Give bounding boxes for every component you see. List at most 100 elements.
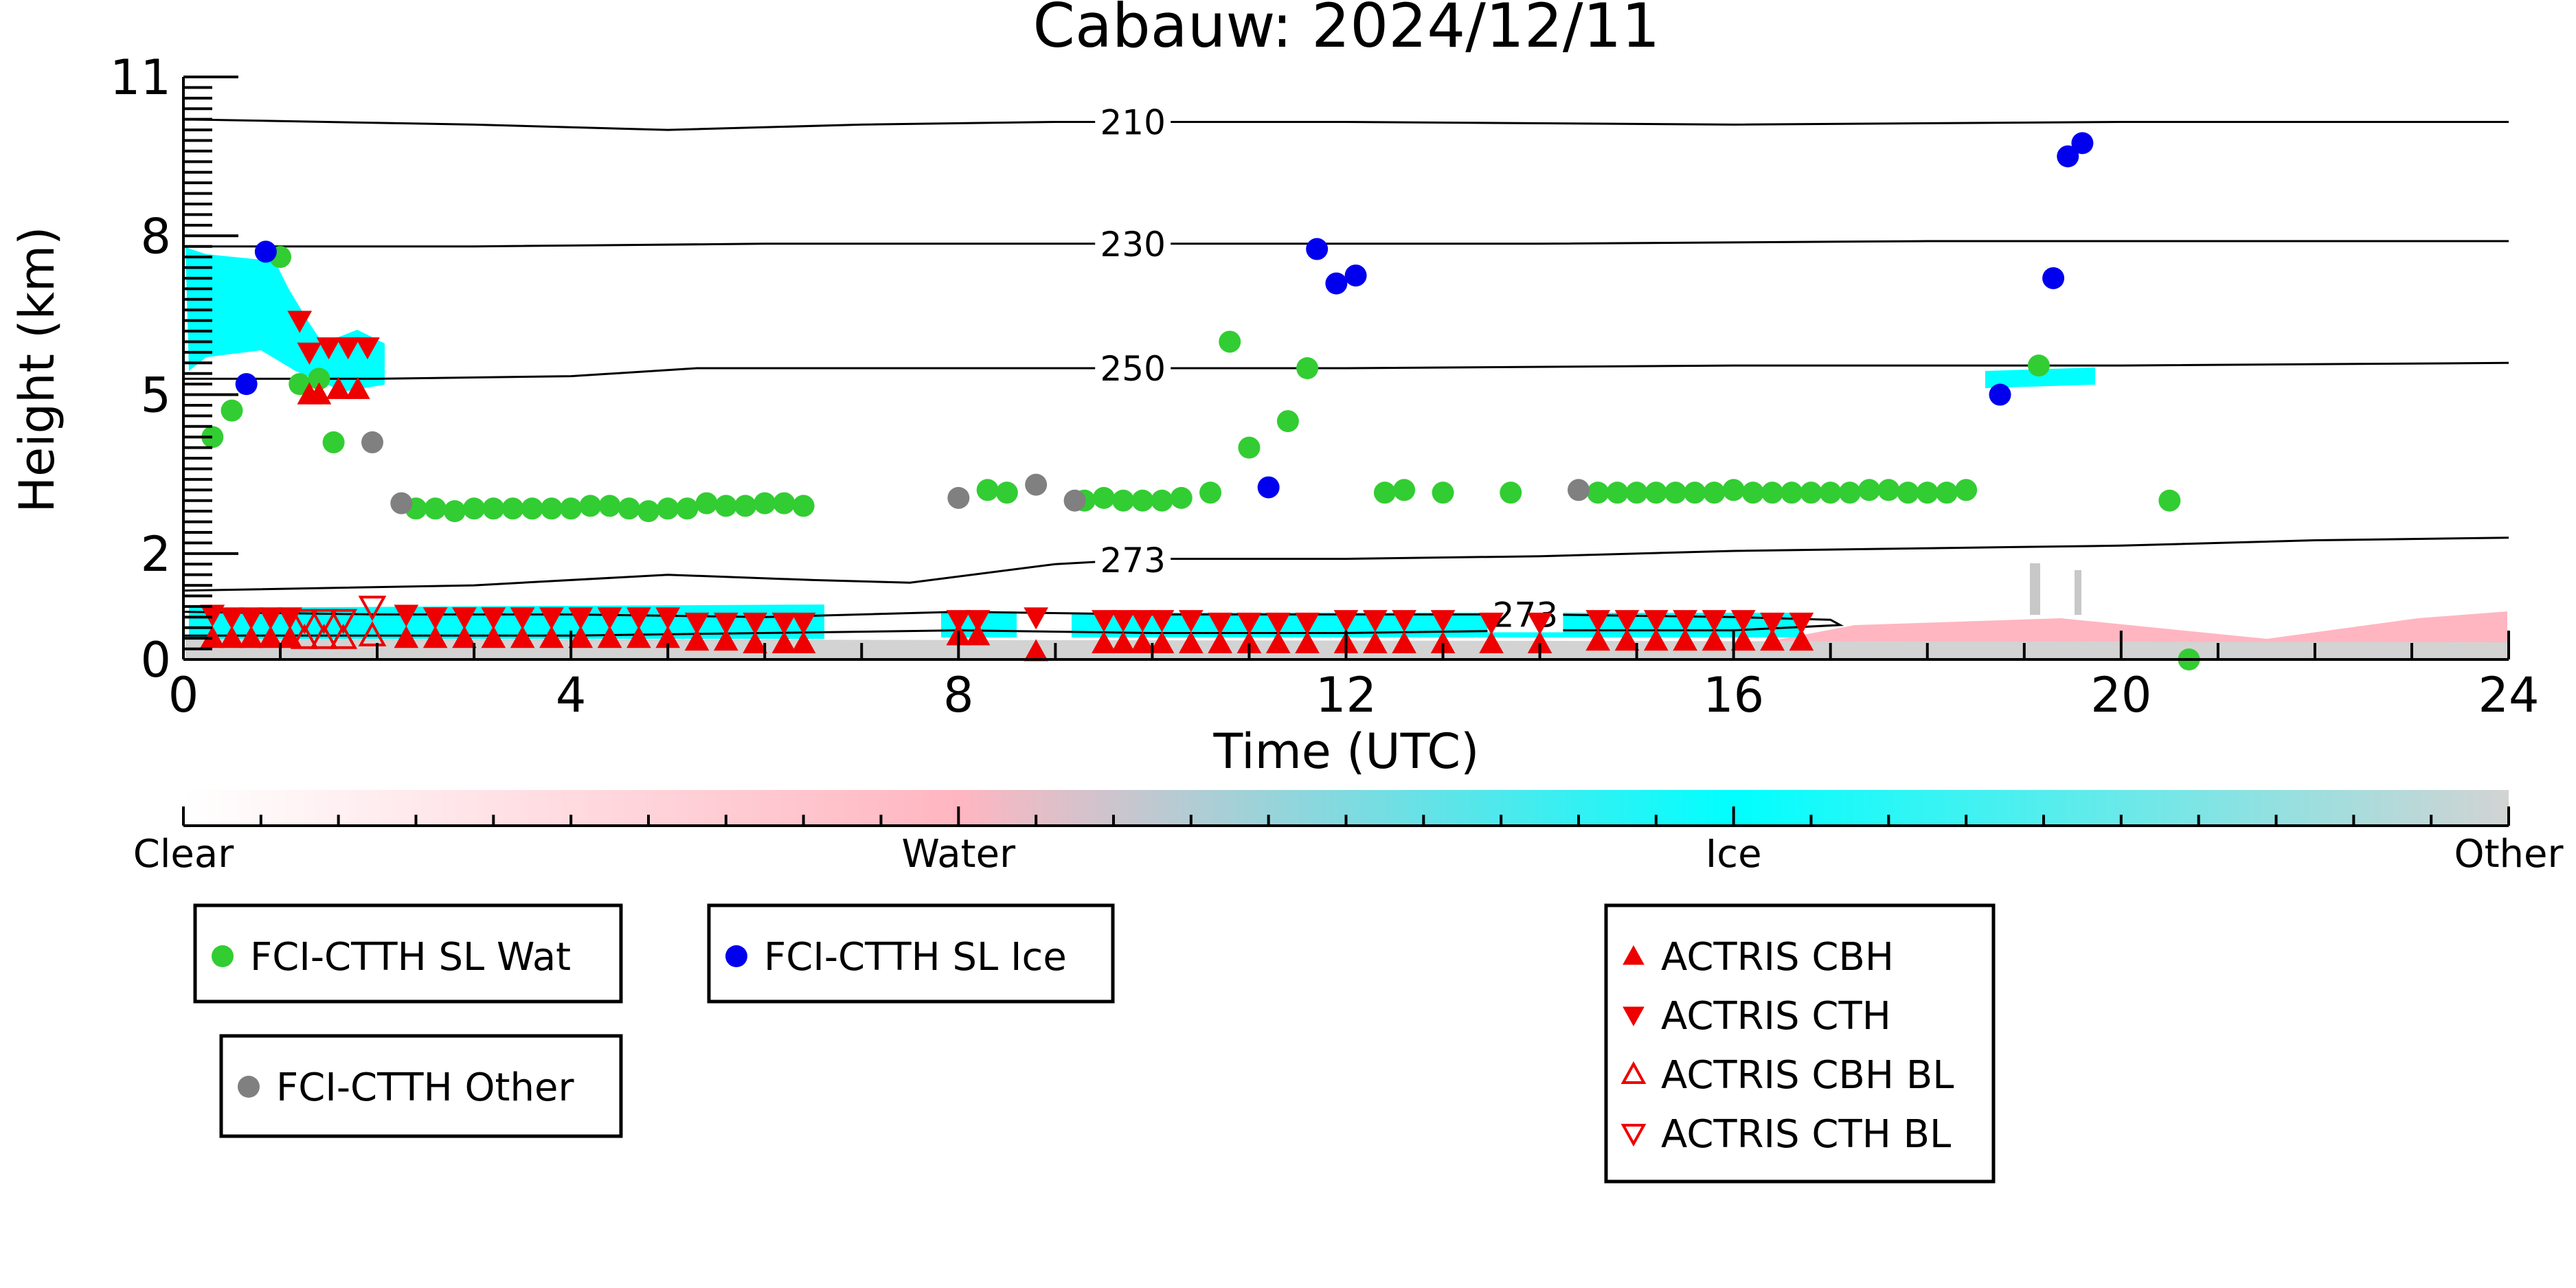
actris-cbh-point xyxy=(219,626,245,648)
actris-cth-point xyxy=(1430,610,1456,633)
x-tick-label: 12 xyxy=(1315,667,1377,723)
contour-label-bg xyxy=(1095,350,1171,386)
y-axis-ticks: 0 2 5 8 11 xyxy=(110,49,238,688)
actris-cth-point xyxy=(713,612,738,635)
actris-cth-point xyxy=(287,310,313,333)
fci-ctth-sl-wat-point xyxy=(598,495,621,517)
actris-cbh-point xyxy=(1585,628,1611,651)
fci-ctth-sl-ice-point xyxy=(1257,476,1280,499)
fci-ctth-sl-wat-point xyxy=(1432,482,1454,504)
actris-cth-bl-point xyxy=(290,609,319,635)
actris-cbh-point xyxy=(1111,631,1136,653)
fci-ctth-sl-wat-point xyxy=(201,426,224,449)
fci-ctth-sl-ice-point xyxy=(254,240,277,263)
x-tick-label: 0 xyxy=(168,667,199,723)
actris-cbh-point xyxy=(452,626,477,648)
actris-cbh-bl-point xyxy=(310,624,338,649)
actris-cbh-point xyxy=(1643,628,1669,651)
legend-marker xyxy=(725,945,747,967)
actris-cbh-point xyxy=(1730,628,1756,651)
actris-cth-point xyxy=(1236,612,1262,635)
fci-ctth-sl-wat-point xyxy=(1151,489,1173,512)
legend-marker xyxy=(212,945,234,967)
fci-ctth-sl-wat-point xyxy=(1131,489,1154,512)
actris-cth-point xyxy=(335,337,361,360)
fci-ctth-sl-wat-point xyxy=(579,495,602,517)
contour-label: 230 xyxy=(1100,225,1165,264)
fci-ctth-sl-wat-point xyxy=(1219,330,1241,353)
x-tick-label: 16 xyxy=(1703,667,1764,723)
fci-ctth-sl-wat-point xyxy=(1500,482,1522,504)
actris-cth-point xyxy=(1479,612,1504,635)
actris-cbh-point xyxy=(1265,631,1291,653)
colorbar-label: Ice xyxy=(1706,832,1762,877)
legend-marker xyxy=(1620,1124,1647,1147)
fci-ctth-sl-wat-point xyxy=(1761,482,1784,504)
legend-label: ACTRIS CBH BL xyxy=(1661,1053,1954,1098)
actris-cth-point xyxy=(355,337,380,360)
legend-frame xyxy=(1604,903,1996,1184)
actris-cth-point xyxy=(1208,612,1232,635)
actris-cth-point xyxy=(1362,610,1388,633)
fci-ctth-sl-wat-point xyxy=(1916,482,1939,504)
colorbar-label: Water xyxy=(902,832,1017,877)
fci-ctth-sl-wat-point xyxy=(443,500,466,523)
fci-ctth-sl-wat-point xyxy=(1587,482,1609,504)
actris-cth-point xyxy=(1527,612,1552,635)
actris-cbh-point xyxy=(713,628,738,651)
actris-cth-point xyxy=(1702,610,1727,633)
actris-cth-point xyxy=(200,605,225,627)
actris-cth-point xyxy=(743,612,767,635)
fci-ctth-sl-wat-point xyxy=(1703,482,1726,504)
fci-ctth-sl-wat-point xyxy=(322,431,345,453)
actris-cbh-point xyxy=(1295,631,1320,653)
fci-ctth-sl-wat-point xyxy=(2158,489,2181,512)
fci-ctth-other-point xyxy=(390,492,413,515)
x-tick-label: 8 xyxy=(943,667,974,723)
legend-frame xyxy=(219,1034,623,1138)
colorbar-ticks: Clear Water Ice Other xyxy=(133,806,2564,877)
actris-cth-point xyxy=(1111,610,1136,633)
contour-label: 250 xyxy=(1100,349,1165,389)
fci-ctth-sl-wat-point xyxy=(1199,482,1222,504)
actris-cbh-point xyxy=(326,376,351,399)
actris-cth-point xyxy=(1673,610,1697,633)
colorbar-label: Other xyxy=(2454,832,2564,877)
actris-cth-point xyxy=(422,607,448,630)
actris-cth-point xyxy=(684,612,710,635)
contour-line xyxy=(183,118,2509,131)
actris-cth-bl-point xyxy=(310,609,338,635)
fci-ctth-sl-wat-point xyxy=(657,497,679,520)
actris-cbh-point xyxy=(1092,631,1116,653)
legend-label: ACTRIS CTH xyxy=(1661,994,1891,1039)
legend-actris: ACTRIS CBH ACTRIS CTH ACTRIS CBH BL ACTRIS … xyxy=(1604,903,1996,1184)
actris-cbh-point xyxy=(743,631,767,653)
legend-fci-other: FCI-CTTH Other xyxy=(219,1034,623,1138)
fci-ctth-sl-wat-point xyxy=(1684,482,1706,504)
fci-ctth-sl-wat-point xyxy=(1955,479,1978,501)
fci-ctth-sl-wat-point xyxy=(734,495,757,517)
fci-ctth-sl-wat-point xyxy=(1393,479,1416,501)
fci-ctth-other-point xyxy=(361,431,384,453)
fci-ctth-sl-ice-point xyxy=(1344,264,1367,287)
legend-frame xyxy=(193,903,623,1004)
actris-cth-point xyxy=(1789,612,1814,635)
actris-cth-point xyxy=(946,610,971,633)
curtain-layer xyxy=(185,247,2507,659)
fci-ctth-sl-wat-point xyxy=(308,368,330,390)
actris-cbh-bl-point xyxy=(290,624,319,649)
actris-cbh-point xyxy=(258,626,283,648)
curtain-ice-dusk xyxy=(1985,368,2095,388)
legend-fci-wat: FCI-CTTH SL Wat xyxy=(193,903,623,1004)
actris-cth-point xyxy=(1730,610,1756,633)
fci-ctth-sl-wat-point xyxy=(1722,479,1745,501)
fci-ctth-sl-wat-point xyxy=(1276,410,1299,433)
fci-ctth-sl-wat-point xyxy=(501,497,524,520)
fci-ctth-sl-wat-point xyxy=(1373,482,1396,504)
actris-cbh-point xyxy=(568,626,594,648)
actris-cth-point xyxy=(1092,610,1116,633)
fci-ctth-sl-wat-point xyxy=(714,495,737,517)
actris-cth-point xyxy=(965,610,991,633)
legend-label: ACTRIS CTH BL xyxy=(1661,1112,1951,1157)
actris-cbh-point xyxy=(1178,631,1204,653)
